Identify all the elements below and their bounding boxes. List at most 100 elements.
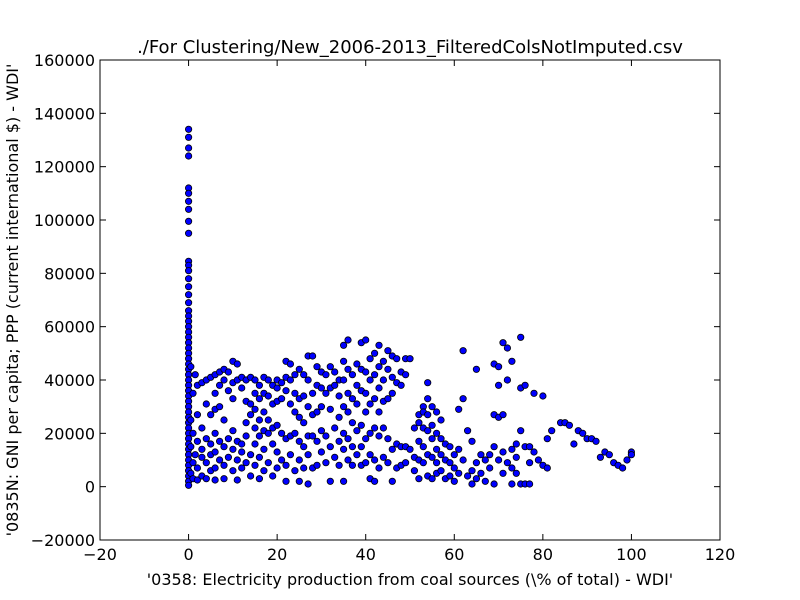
data-point <box>322 432 330 440</box>
data-point <box>353 400 361 408</box>
data-point <box>233 456 241 464</box>
data-point <box>539 392 547 400</box>
data-point <box>229 427 237 435</box>
data-point <box>472 459 480 467</box>
x-tick-label: 100 <box>616 545 647 564</box>
y-tick-label: 20000 <box>44 424 95 443</box>
data-point <box>415 419 423 427</box>
data-point <box>446 443 454 451</box>
data-point <box>273 384 281 392</box>
ticks-layer: −20 0 20 40 60 80 100 120 −20000 0 20000 40000 60000… <box>31 51 736 564</box>
data-point <box>277 395 286 403</box>
data-point <box>370 371 379 379</box>
data-point <box>260 467 268 475</box>
data-point <box>446 472 454 480</box>
data-point <box>348 443 356 451</box>
data-point <box>313 363 321 371</box>
data-point <box>375 464 383 472</box>
data-point <box>459 456 467 464</box>
data-point <box>216 381 224 389</box>
data-point <box>579 429 587 437</box>
data-point <box>362 435 370 443</box>
data-point <box>331 424 339 432</box>
data-point <box>193 464 201 472</box>
data-point <box>255 475 263 483</box>
data-point <box>273 448 281 456</box>
data-point <box>348 461 356 469</box>
data-point <box>242 432 250 440</box>
data-point <box>432 408 441 416</box>
data-point <box>437 435 445 443</box>
data-point <box>264 416 272 424</box>
data-point <box>187 416 195 424</box>
data-point <box>185 197 193 205</box>
data-point <box>486 451 494 459</box>
data-point <box>379 357 387 365</box>
y-tick-label: 80000 <box>44 264 95 283</box>
data-point <box>308 432 317 440</box>
data-point <box>424 427 432 435</box>
data-point <box>185 217 193 225</box>
data-point <box>490 480 498 488</box>
data-point <box>238 464 246 472</box>
data-point <box>185 189 193 197</box>
data-point <box>335 413 343 421</box>
data-point <box>282 477 290 485</box>
data-point <box>317 403 325 411</box>
data-point <box>455 445 463 453</box>
data-point <box>525 443 534 451</box>
data-point <box>216 403 224 411</box>
data-point <box>388 445 396 453</box>
x-tick-label: 40 <box>356 545 376 564</box>
data-point <box>247 400 255 408</box>
data-point <box>428 453 436 461</box>
data-point <box>202 435 210 443</box>
data-point <box>503 459 511 467</box>
data-point <box>592 437 600 445</box>
data-point <box>388 477 396 485</box>
y-tick-label: 0 <box>85 478 95 497</box>
data-point <box>220 376 228 384</box>
data-point <box>370 349 379 357</box>
data-point <box>326 443 334 451</box>
data-point <box>295 437 303 445</box>
data-point <box>530 448 538 456</box>
data-point <box>322 459 330 467</box>
data-point <box>393 355 401 363</box>
data-point <box>198 453 206 461</box>
data-point <box>247 451 255 459</box>
data-point <box>366 400 374 408</box>
data-point <box>295 456 303 464</box>
data-point <box>224 387 232 395</box>
data-point <box>317 384 325 392</box>
x-axis-label: '0358: Electricity production from coal … <box>147 570 673 589</box>
data-point <box>339 376 348 384</box>
data-point <box>348 395 356 403</box>
data-point <box>269 472 277 480</box>
data-point <box>512 440 520 448</box>
data-point <box>370 424 379 432</box>
data-point <box>508 357 516 365</box>
data-point <box>304 403 312 411</box>
data-point <box>357 421 365 429</box>
data-point <box>264 376 272 384</box>
y-tick-label: 100000 <box>34 211 95 230</box>
data-point <box>543 464 551 472</box>
data-point <box>185 291 193 299</box>
data-point <box>300 443 308 451</box>
data-point <box>300 419 308 427</box>
data-point <box>313 461 321 469</box>
data-point <box>295 365 303 373</box>
data-point <box>344 389 352 397</box>
data-point <box>317 448 325 456</box>
data-point <box>543 435 551 443</box>
data-point <box>251 424 259 432</box>
data-point <box>384 459 392 467</box>
data-point <box>565 421 574 429</box>
data-point <box>548 427 556 435</box>
data-point <box>238 440 246 448</box>
data-point <box>202 475 210 483</box>
data-point <box>260 445 268 453</box>
data-point <box>419 443 427 451</box>
data-point <box>503 376 511 384</box>
